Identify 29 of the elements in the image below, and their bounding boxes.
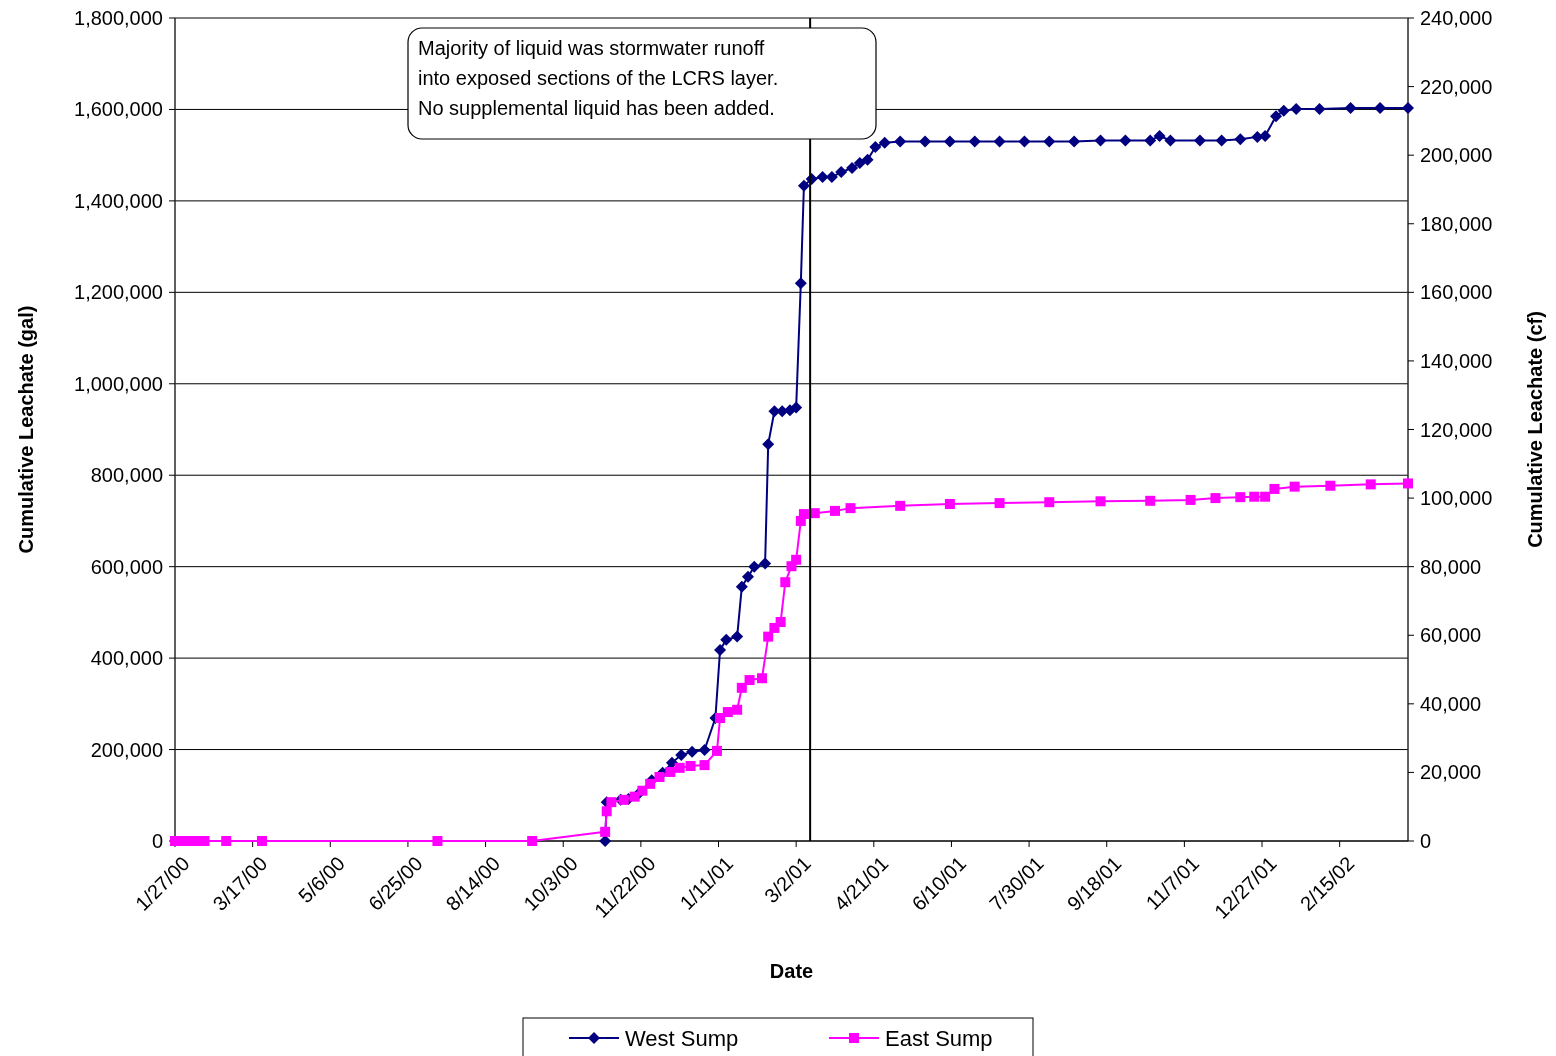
y2-tick-label: 120,000 [1420,418,1493,441]
y-tick-label: 1,000,000 [74,372,163,395]
y2-tick-label: 220,000 [1420,75,1493,98]
y-tick-label: 800,000 [90,464,163,487]
y-tick-label: 0 [151,830,163,852]
y2-tick-label: 240,000 [1420,7,1493,29]
y-tick-label: 1,400,000 [74,189,163,212]
y-tick-label: 1,200,000 [74,281,163,304]
y2-tick-label: 100,000 [1420,487,1493,510]
x-axis-title: Date [769,960,814,982]
y-tick-label: 400,000 [90,647,163,670]
y2-tick-label: 160,000 [1420,281,1493,304]
y2-tick-label: 60,000 [1420,624,1482,647]
y2-tick-label: 20,000 [1420,761,1482,784]
annotation: Majority of liquid was stormwater runoff into exposed sections of the LCRS layer. No supplemental liquid has been added. [418,37,779,119]
y2-tick-label: 180,000 [1420,212,1493,235]
y2-tick-label: 140,000 [1420,349,1493,372]
y2-axis-title: Cumulative Leachate (cf) [1524,311,1546,548]
y-tick-label: 1,800,000 [74,7,163,29]
legend-label: East Sump [885,1025,993,1051]
y-tick-label: 600,000 [90,555,163,578]
legend-label: West Sump [625,1025,739,1051]
y2-tick-label: 40,000 [1420,692,1482,715]
y2-tick-label: 80,000 [1420,555,1482,578]
y2-tick-label: 0 [1420,830,1432,852]
y-tick-label: 200,000 [90,738,163,761]
y2-tick-label: 200,000 [1420,144,1493,167]
y-tick-label: 1,600,000 [74,98,163,121]
y-axis-title: Cumulative Leachate (gal) [15,305,37,554]
